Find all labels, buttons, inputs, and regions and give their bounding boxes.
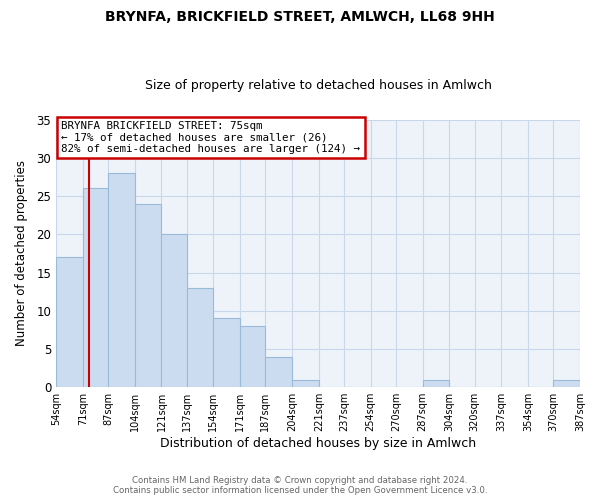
Bar: [292, 380, 319, 387]
Bar: [187, 288, 214, 387]
Bar: [161, 234, 187, 387]
Bar: [240, 326, 265, 387]
Bar: [422, 380, 449, 387]
Title: Size of property relative to detached houses in Amlwch: Size of property relative to detached ho…: [145, 79, 491, 92]
Bar: [553, 380, 580, 387]
Bar: [214, 318, 240, 387]
Text: BRYNFA, BRICKFIELD STREET, AMLWCH, LL68 9HH: BRYNFA, BRICKFIELD STREET, AMLWCH, LL68 …: [105, 10, 495, 24]
Bar: [56, 257, 83, 387]
Y-axis label: Number of detached properties: Number of detached properties: [15, 160, 28, 346]
X-axis label: Distribution of detached houses by size in Amlwch: Distribution of detached houses by size …: [160, 437, 476, 450]
Bar: [108, 173, 135, 387]
Text: Contains HM Land Registry data © Crown copyright and database right 2024.
Contai: Contains HM Land Registry data © Crown c…: [113, 476, 487, 495]
Bar: [265, 356, 292, 387]
Text: BRYNFA BRICKFIELD STREET: 75sqm
← 17% of detached houses are smaller (26)
82% of: BRYNFA BRICKFIELD STREET: 75sqm ← 17% of…: [61, 121, 361, 154]
Bar: [83, 188, 108, 387]
Bar: [135, 204, 161, 387]
